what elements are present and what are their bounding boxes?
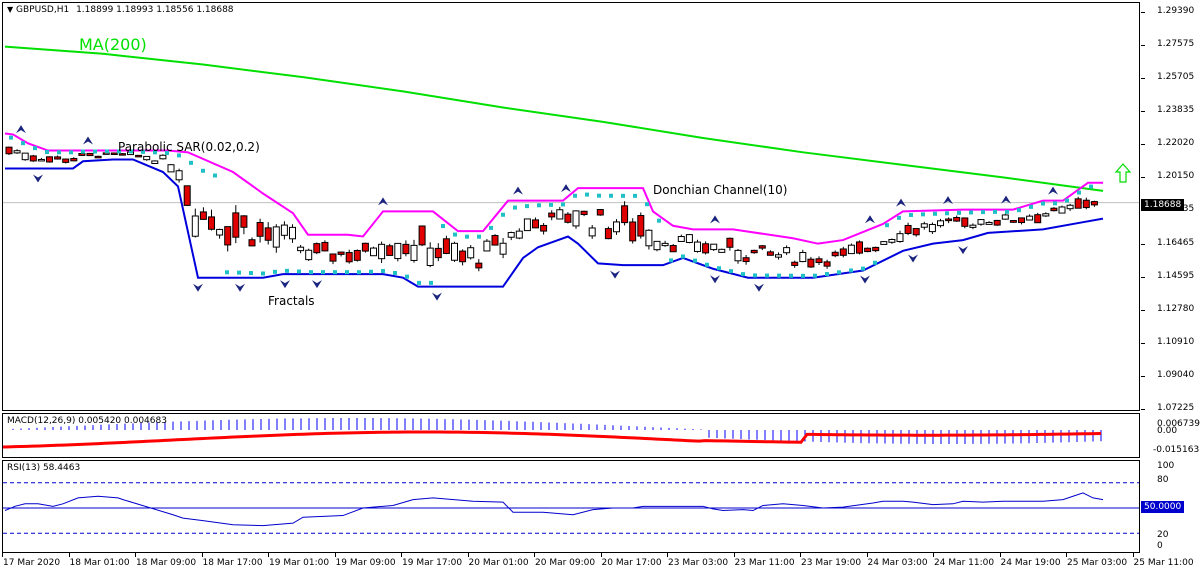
- donchian-annotation: Donchian Channel(10): [653, 183, 788, 197]
- time-axis-label: 25 Mar 11:00: [1133, 558, 1194, 568]
- time-axis-label: 20 Mar 17:00: [601, 558, 662, 568]
- symbol-header: ▼ GBPUSD,H1 1.18899 1.18993 1.18556 1.18…: [7, 5, 234, 15]
- price-axis-label: 1.23835: [1157, 105, 1195, 116]
- time-tick: [1132, 553, 1134, 557]
- time-tick: [2, 553, 3, 557]
- time-axis-label: 25 Mar 03:00: [1067, 558, 1128, 568]
- macd-axis-zero: 0.00: [1157, 426, 1178, 436]
- time-axis-label: 23 Mar 11:00: [734, 558, 795, 568]
- sar-annotation: Parabolic SAR(0.02,0.2): [118, 140, 260, 154]
- time-tick: [733, 553, 735, 557]
- symbol-label: GBPUSD,H1: [16, 5, 70, 15]
- time-axis-label: 18 Mar 09:00: [136, 558, 197, 568]
- time-tick: [999, 553, 1001, 557]
- price-tick: [1141, 243, 1145, 245]
- macd-pane[interactable]: MACD(12,26,9) 0.005420 0.004683: [2, 413, 1140, 458]
- price-tick: [1141, 309, 1145, 311]
- time-axis-label: 24 Mar 19:00: [1000, 558, 1061, 568]
- time-tick: [534, 553, 535, 557]
- time-axis-label: 18 Mar 01:00: [69, 558, 130, 568]
- rsi-label: RSI(13) 58.4463: [7, 463, 81, 473]
- price-tick: [1141, 44, 1145, 46]
- price-axis-label: 1.22020: [1157, 138, 1195, 148]
- time-tick: [866, 553, 868, 557]
- time-tick: [933, 553, 934, 557]
- price-tick: [1141, 177, 1145, 179]
- rsi-axis-0: 0: [1157, 541, 1163, 551]
- price-tick: [1141, 144, 1145, 145]
- macd-axis-max: 0.006739: [1157, 419, 1200, 429]
- time-axis-label: 23 Mar 03:00: [668, 558, 729, 568]
- rsi-axis-100: 100: [1157, 461, 1175, 471]
- up-arrow-icon: [1114, 163, 1132, 187]
- time-tick: [401, 553, 402, 557]
- price-tick: [1141, 12, 1145, 13]
- time-tick: [135, 553, 136, 557]
- time-axis-label: 19 Mar 01:00: [269, 558, 330, 568]
- price-axis-label: 1.20150: [1157, 171, 1195, 182]
- time-tick: [334, 553, 336, 557]
- rsi-axis-80: 80: [1157, 475, 1169, 485]
- time-tick: [201, 553, 203, 557]
- time-axis-label: 18 Mar 17:00: [202, 558, 263, 568]
- current-price-tag: 1.18688: [1141, 199, 1185, 211]
- ohlc-values: 1.18899 1.18993 1.18556 1.18688: [76, 5, 234, 15]
- rsi-axis-20: 20: [1157, 530, 1169, 540]
- time-tick: [268, 553, 269, 557]
- price-axis-label: 1.25705: [1157, 72, 1195, 82]
- price-axis-label: 1.12780: [1157, 303, 1195, 314]
- time-axis-label: 24 Mar 03:00: [867, 558, 928, 568]
- time-tick: [467, 553, 469, 557]
- dropdown-triangle-icon[interactable]: ▼: [7, 5, 14, 14]
- time-axis-label: 23 Mar 19:00: [801, 558, 862, 568]
- time-tick: [1066, 553, 1067, 557]
- price-axis-label: 1.14595: [1157, 270, 1195, 281]
- time-tick: [68, 553, 70, 557]
- macd-label: MACD(12,26,9) 0.005420 0.004683: [7, 416, 167, 426]
- rsi-canvas: [3, 482, 1139, 534]
- macd-axis-min: -0.015163: [1153, 445, 1200, 455]
- price-tick: [1141, 409, 1145, 410]
- price-tick: [1141, 111, 1145, 113]
- time-axis-label: 17 Mar 2020: [3, 558, 61, 568]
- price-axis-label: 1.27575: [1157, 38, 1195, 49]
- fractals-annotation: Fractals: [268, 294, 315, 308]
- rsi-level-tag: 50.0000: [1141, 501, 1185, 513]
- price-axis-label: 1.07225: [1157, 403, 1195, 413]
- price-axis-label: 1.29390: [1157, 6, 1195, 16]
- rsi-pane[interactable]: RSI(13) 58.4463: [2, 460, 1140, 553]
- time-tick: [800, 553, 801, 557]
- time-axis-label: 20 Mar 01:00: [468, 558, 529, 568]
- time-axis-label: 19 Mar 17:00: [402, 558, 463, 568]
- price-tick: [1141, 376, 1145, 378]
- price-chart-canvas: [3, 45, 1139, 301]
- time-axis-label: 24 Mar 11:00: [934, 558, 995, 568]
- price-tick: [1141, 276, 1145, 278]
- time-axis-label: 20 Mar 09:00: [535, 558, 596, 568]
- price-pane[interactable]: ▼ GBPUSD,H1 1.18899 1.18993 1.18556 1.18…: [2, 2, 1140, 411]
- ma-annotation: MA(200): [79, 35, 147, 54]
- time-tick: [667, 553, 668, 557]
- price-axis-label: 1.09040: [1157, 370, 1195, 381]
- price-tick: [1141, 78, 1145, 79]
- macd-canvas: [3, 418, 1102, 449]
- price-tick: [1141, 342, 1145, 344]
- price-axis-label: 1.16465: [1157, 237, 1195, 248]
- time-axis-label: 19 Mar 09:00: [335, 558, 396, 568]
- price-axis-label: 1.10910: [1157, 336, 1195, 347]
- time-tick: [600, 553, 602, 557]
